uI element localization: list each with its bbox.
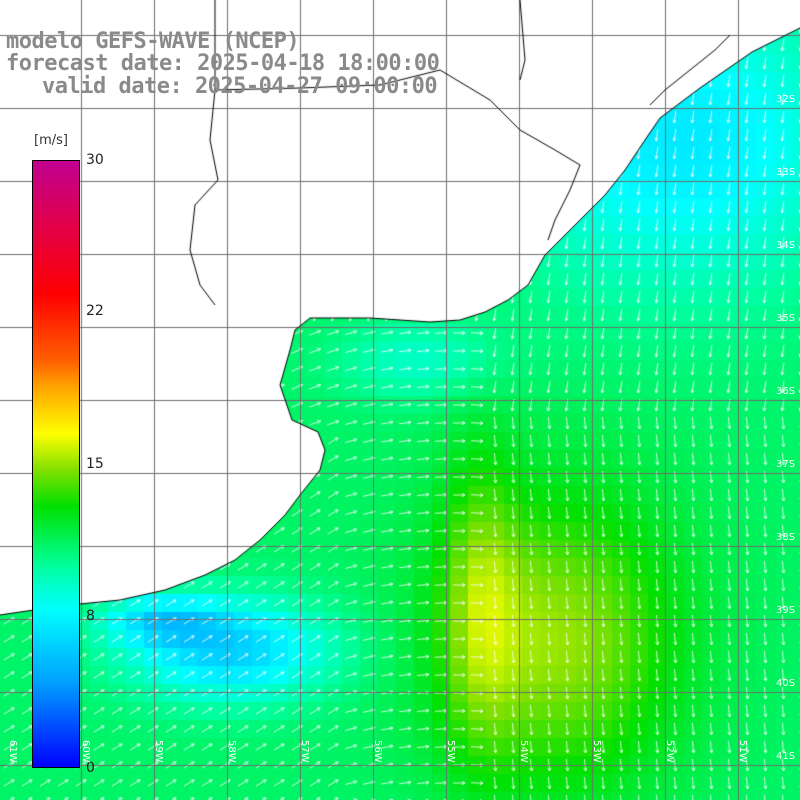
colorbar-tick-22: 22 (86, 303, 104, 319)
lon-label: 61W (7, 740, 18, 763)
lat-label: 34S (776, 240, 796, 251)
lon-label: 54W (518, 740, 529, 763)
lat-label: 39S (776, 605, 796, 616)
forecast-date: forecast date: 2025-04-18 18:00:00 (6, 51, 440, 76)
lon-label: 60W (80, 740, 91, 763)
lon-label: 56W (372, 740, 383, 763)
colorbar-tick-8: 8 (86, 608, 95, 624)
lat-label: 40S (776, 678, 796, 689)
lon-label: 59W (153, 740, 164, 763)
colorbar-tick-0: 0 (86, 760, 95, 776)
lon-label: 52W (664, 740, 675, 763)
lat-label: 33S (776, 167, 796, 178)
lat-label: 41S (776, 751, 796, 762)
valid-date: valid date: 2025-04-27 09:00:00 (42, 74, 438, 99)
lon-label: 57W (299, 740, 310, 763)
lat-label: 38S (776, 532, 796, 543)
lat-label: 37S (776, 459, 796, 470)
lon-label: 58W (226, 740, 237, 763)
colorbar-tick-15: 15 (86, 456, 104, 472)
colorbar-tick-30: 30 (86, 152, 104, 168)
colorbar-unit: [m/s] (34, 133, 68, 148)
lat-label: 36S (776, 386, 796, 397)
lon-label: 55W (445, 740, 456, 763)
lat-label: 32S (776, 94, 796, 105)
lon-label: 53W (591, 740, 602, 763)
lat-label: 35S (776, 313, 796, 324)
lon-label: 51W (737, 740, 748, 763)
colorbar (32, 160, 80, 768)
model-title: modelo GEFS-WAVE (NCEP) (6, 29, 300, 54)
